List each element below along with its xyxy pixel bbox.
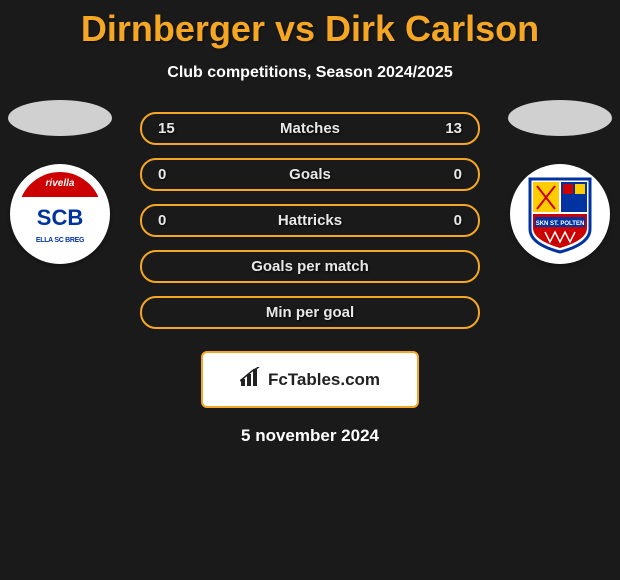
left-player-column: rivella SCB ELLA SC BREG [8, 100, 112, 264]
stat-left-value: 0 [158, 166, 166, 183]
subtitle: Club competitions, Season 2024/2025 [0, 64, 620, 82]
watermark-text: FcTables.com [268, 370, 380, 390]
stat-row-goals-per-match: Goals per match [140, 250, 480, 283]
comparison-card: Dirnberger vs Dirk Carlson Club competit… [0, 0, 620, 580]
left-player-avatar-placeholder [8, 100, 112, 136]
date-text: 5 november 2024 [0, 426, 620, 446]
stat-label: Goals [289, 166, 331, 183]
stat-left-value: 15 [158, 120, 175, 137]
right-club-badge: SKN ST. POLTEN [510, 164, 610, 264]
right-player-column: SKN ST. POLTEN [508, 100, 612, 264]
stat-right-value: 0 [454, 212, 462, 229]
bar-chart-icon [240, 367, 262, 392]
main-area: rivella SCB ELLA SC BREG SKN ST. [0, 112, 620, 446]
stat-right-value: 13 [445, 120, 462, 137]
left-club-top-text: rivella [46, 178, 75, 189]
watermark-box: FcTables.com [201, 351, 419, 408]
stat-label: Goals per match [251, 258, 369, 275]
stat-rows: 15 Matches 13 0 Goals 0 0 Hattricks 0 Go… [140, 112, 480, 329]
left-club-bottom-text: ELLA SC BREG [36, 237, 84, 244]
stat-label: Matches [280, 120, 340, 137]
stat-row-hattricks: 0 Hattricks 0 [140, 204, 480, 237]
left-club-badge: rivella SCB ELLA SC BREG [10, 164, 110, 264]
right-player-avatar-placeholder [508, 100, 612, 136]
right-club-shield-icon: SKN ST. POLTEN [525, 174, 595, 254]
stat-row-matches: 15 Matches 13 [140, 112, 480, 145]
stat-left-value: 0 [158, 212, 166, 229]
stat-right-value: 0 [454, 166, 462, 183]
page-title: Dirnberger vs Dirk Carlson [0, 0, 620, 50]
stat-row-goals: 0 Goals 0 [140, 158, 480, 191]
right-club-banner-text: SKN ST. POLTEN [536, 221, 585, 227]
stat-row-min-per-goal: Min per goal [140, 296, 480, 329]
stat-label: Hattricks [278, 212, 342, 229]
left-club-badge-inner: rivella SCB ELLA SC BREG [18, 172, 102, 256]
left-club-main-text: SCB [37, 205, 83, 231]
stat-label: Min per goal [266, 304, 354, 321]
